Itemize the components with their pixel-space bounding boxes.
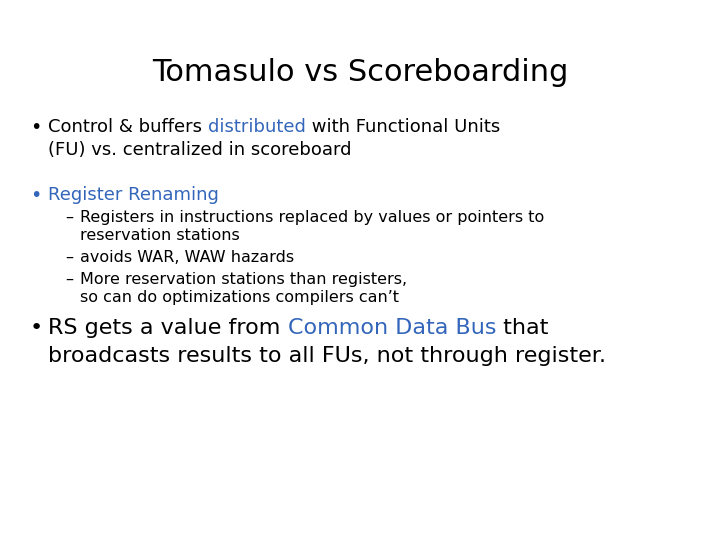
Text: –: – — [65, 272, 73, 287]
Text: •: • — [30, 186, 41, 205]
Text: reservation stations: reservation stations — [80, 228, 240, 243]
Text: with Functional Units: with Functional Units — [305, 118, 500, 136]
Text: so can do optimizations compilers can’t: so can do optimizations compilers can’t — [80, 290, 399, 305]
Text: Control & buffers: Control & buffers — [48, 118, 208, 136]
Text: (FU) vs. centralized in scoreboard: (FU) vs. centralized in scoreboard — [48, 141, 351, 159]
Text: RS gets a value from: RS gets a value from — [48, 318, 287, 338]
Text: Registers in instructions replaced by values or pointers to: Registers in instructions replaced by va… — [80, 210, 544, 225]
Text: •: • — [30, 118, 41, 137]
Text: Common Data Bus: Common Data Bus — [287, 318, 496, 338]
Text: •: • — [30, 318, 43, 338]
Text: Tomasulo vs Scoreboarding: Tomasulo vs Scoreboarding — [152, 58, 568, 87]
Text: More reservation stations than registers,: More reservation stations than registers… — [80, 272, 407, 287]
Text: –: – — [65, 210, 73, 225]
Text: –: – — [65, 250, 73, 265]
Text: avoids WAR, WAW hazards: avoids WAR, WAW hazards — [80, 250, 294, 265]
Text: Register Renaming: Register Renaming — [48, 186, 219, 204]
Text: broadcasts results to all FUs, not through register.: broadcasts results to all FUs, not throu… — [48, 346, 606, 366]
Text: distributed: distributed — [208, 118, 305, 136]
Text: that: that — [496, 318, 549, 338]
